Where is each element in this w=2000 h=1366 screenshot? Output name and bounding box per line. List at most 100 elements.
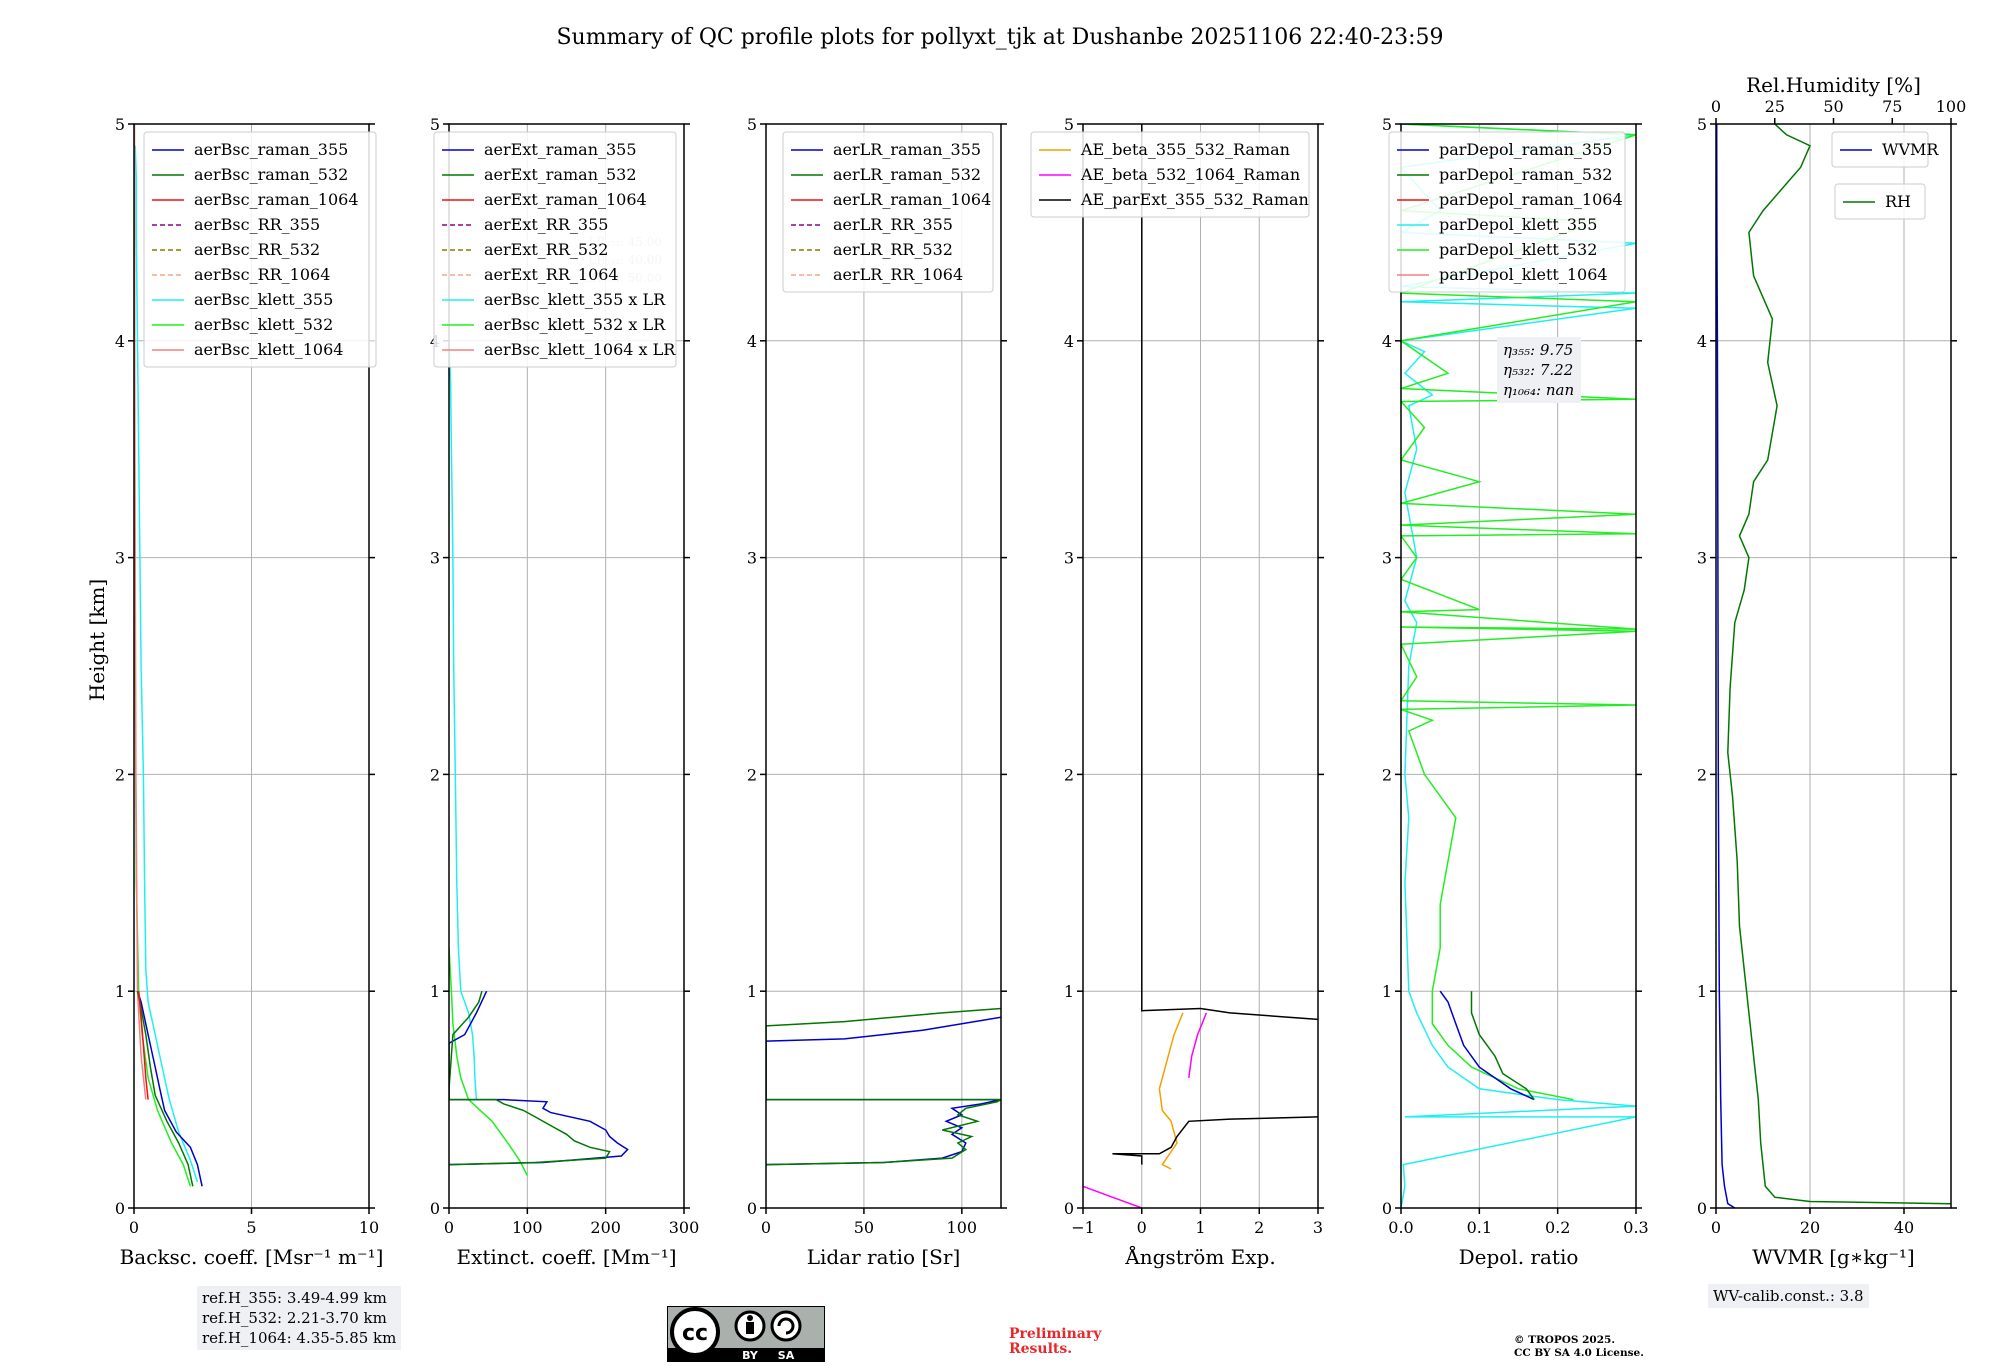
series-line-AE_beta_355_532_Raman	[1158, 1012, 1184, 1170]
y-tick-label: 4	[1382, 332, 1392, 351]
y-tick-label: 3	[1064, 549, 1074, 568]
y-tick-label: 3	[115, 549, 125, 568]
legend-label: aerLR_raman_532	[833, 165, 981, 184]
series-line-aerExt_raman_355	[449, 990, 629, 1166]
refh-532-text: ref.H_532: 2.21-3.70 km	[202, 1309, 387, 1327]
x-tick-label: 100	[512, 1218, 543, 1237]
x-tick-label: 40	[1894, 1218, 1914, 1237]
series-line-aerLR_raman_532	[766, 1007, 1001, 1166]
top-x-tick-label: 75	[1882, 97, 1902, 116]
y-tick-label: 5	[1382, 115, 1392, 134]
y-tick-label: 2	[1382, 765, 1392, 784]
x-tick-label: 200	[590, 1218, 621, 1237]
series-line-RH	[1727, 124, 1951, 1205]
x-tick-label: 1	[1195, 1218, 1205, 1237]
preliminary-note: Preliminary Results.	[1009, 1327, 1101, 1357]
x-tick-label: 20	[1800, 1218, 1820, 1237]
y-tick-label: 2	[1064, 765, 1074, 784]
copyright-line-1: © TROPOS 2025.	[1514, 1334, 1616, 1346]
series-line-AE_beta_532_1064_Raman_b	[1188, 1012, 1208, 1078]
x-tick-label: 0.2	[1545, 1218, 1570, 1237]
series-line-aerBsc_raman_532	[136, 991, 194, 1187]
copyright-note: © TROPOS 2025. CC BY SA 4.0 License.	[1514, 1334, 1644, 1360]
panel-ext: 0123450100200300Extinct. coeff. [Mm⁻¹]LR…	[430, 115, 699, 1269]
cc-by-text: BY	[742, 1349, 759, 1362]
x-tick-label: 0.3	[1623, 1218, 1648, 1237]
y-tick-label: 0	[1064, 1199, 1074, 1218]
y-tick-label: 1	[747, 982, 757, 1001]
legend-label: aerBsc_RR_355	[194, 215, 320, 234]
legend-label: parDepol_klett_1064	[1439, 265, 1608, 284]
x-axis-label: Ångström Exp.	[1124, 1244, 1275, 1269]
legend-secondary-box	[1834, 183, 1926, 220]
y-tick-label: 3	[1697, 549, 1707, 568]
y-tick-label: 0	[1697, 1199, 1707, 1218]
x-axis-label: Extinct. coeff. [Mm⁻¹]	[456, 1245, 676, 1269]
x-tick-label: 0	[761, 1218, 771, 1237]
legend-label: aerBsc_klett_532	[194, 315, 333, 334]
y-tick-label: 5	[1064, 115, 1074, 134]
legend-label: parDepol_raman_1064	[1439, 190, 1623, 209]
y-tick-label: 5	[115, 115, 125, 134]
top-x-tick-label: 0	[1711, 97, 1721, 116]
top-axis-label: Rel.Humidity [%]	[1746, 73, 1921, 97]
legend-box	[1831, 131, 1929, 168]
x-tick-label: 5	[246, 1218, 256, 1237]
preliminary-line-2: Results.	[1009, 1341, 1073, 1357]
x-axis-label: Backsc. coeff. [Msr⁻¹ m⁻¹]	[120, 1245, 384, 1269]
series-line-parDepol_raman_355	[1439, 990, 1535, 1101]
series-line-aerLR_raman_355	[766, 1016, 1001, 1166]
legend-label: aerBsc_klett_1064	[194, 340, 343, 359]
legend-box	[1030, 131, 1310, 218]
y-tick-label: 2	[115, 765, 125, 784]
y-tick-label: 0	[115, 1199, 125, 1218]
cc-sa-text: SA	[778, 1349, 795, 1362]
panel-bsc: 0 1 2 3 4 5 0 5 10 Backsc. coeff. [Msr⁻¹ m⁻¹] aerB…	[115, 115, 384, 1269]
legend-label: aerBsc_RR_1064	[194, 265, 330, 284]
eta-annotation-text: η₅₃₂: 7.22	[1503, 361, 1573, 379]
x-tick-label: 3	[1313, 1218, 1323, 1237]
x-axis-label: Depol. ratio	[1459, 1245, 1579, 1269]
y-tick-label: 1	[1382, 982, 1392, 1001]
legend-label: aerBsc_raman_532	[194, 165, 348, 184]
series-line-AE_parExt_355_532_Raman_b	[1141, 124, 1318, 1021]
legend-box	[782, 131, 994, 293]
y-tick-label: 2	[1697, 765, 1707, 784]
legend-label: aerExt_raman_532	[484, 165, 637, 184]
series-group	[1716, 124, 1951, 1208]
cc-by-sa-icon: cc BY SA	[666, 1305, 826, 1363]
series-line-aerExt_raman_532	[449, 990, 611, 1166]
y-tick-label: 4	[1064, 332, 1074, 351]
x-axis-label: Lidar ratio [Sr]	[807, 1245, 961, 1269]
legend-label: aerLR_RR_1064	[833, 265, 963, 284]
y-tick-label: 1	[430, 982, 440, 1001]
preliminary-line-1: Preliminary	[1009, 1326, 1102, 1342]
y-tick-label: 1	[1064, 982, 1074, 1001]
legend-label: aerExt_raman_355	[484, 140, 637, 159]
refh-1064-text: ref.H_1064: 4.35-5.85 km	[202, 1329, 397, 1347]
axes-frame	[765, 123, 1002, 1209]
legend-label: WVMR	[1882, 140, 1939, 159]
legend-label: aerBsc_klett_355 x LR	[484, 290, 666, 309]
panel-depol: 0 1 2 3 4 5 0.0 0.1 0.2 0.3 Depol. ratio parDepol_r…	[1382, 115, 1649, 1269]
cc-license-badge: cc BY SA	[666, 1305, 826, 1366]
x-tick-label: 10	[359, 1218, 379, 1237]
x-tick-label: 0	[1137, 1218, 1147, 1237]
series-line-parDepol_raman_532	[1470, 991, 1535, 1101]
legend-label: aerLR_RR_532	[833, 240, 953, 259]
figure-title: Summary of QC profile plots for pollyxt_…	[556, 25, 1443, 50]
legend-label: parDepol_klett_355	[1439, 215, 1597, 234]
y-tick-label: 0	[1382, 1199, 1392, 1218]
y-tick-label: 2	[430, 765, 440, 784]
eta-annotation-box	[1497, 337, 1581, 403]
wv-calib-box: WV-calib.const.: 3.8	[1708, 1284, 1869, 1308]
y-tick-label: 5	[747, 115, 757, 134]
legend-label: aerBsc_raman_1064	[194, 190, 359, 209]
legend-label: parDepol_klett_532	[1439, 240, 1597, 259]
y-tick-label: 4	[115, 332, 125, 351]
eta-annotation-text: η₁₀₆₄: nan	[1503, 381, 1574, 399]
series-line-aerBsc_raman_1064	[137, 991, 149, 1100]
